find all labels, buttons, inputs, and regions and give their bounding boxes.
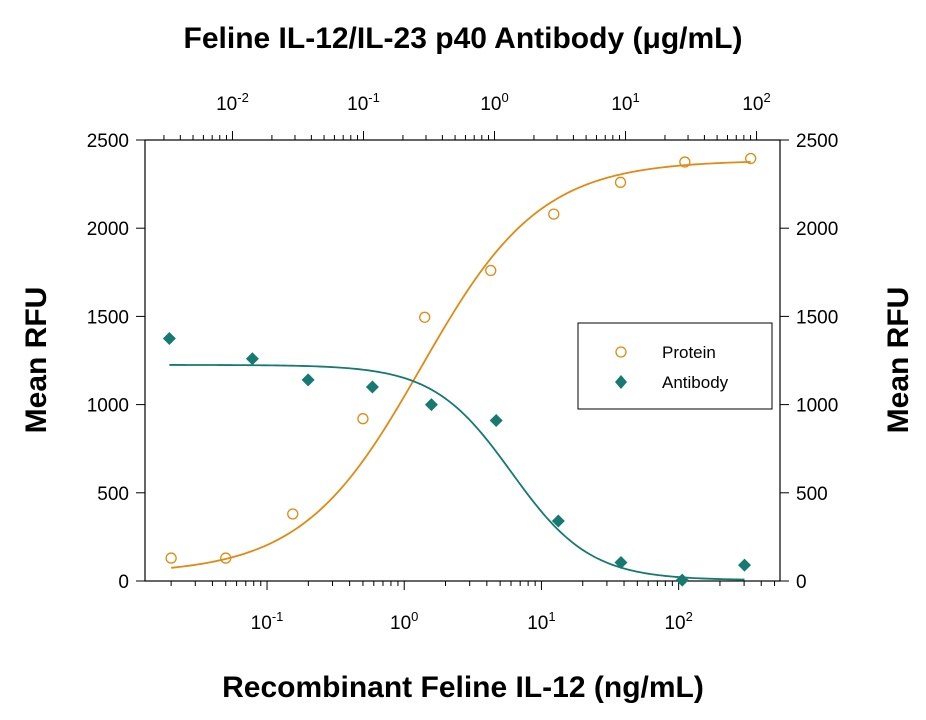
fit-curves	[169, 161, 751, 581]
y-tick-label-left: 1500	[87, 307, 129, 328]
y-tick-label-right: 1000	[796, 396, 838, 417]
fit-curve-protein	[171, 161, 751, 569]
fit-curve-antibody	[169, 364, 745, 581]
data-points	[162, 152, 757, 587]
point-antibody	[614, 555, 628, 569]
plot-frame	[144, 139, 781, 582]
y-tick-label-right: 2500	[796, 131, 838, 152]
legend-label-antibody: Antibody	[662, 373, 729, 392]
x2-tick-label: 102	[742, 90, 770, 115]
point-protein	[220, 552, 232, 564]
y-tick-label-right: 2000	[796, 219, 838, 240]
point-antibody	[301, 373, 315, 387]
y-tick-label-right: 1500	[796, 307, 838, 328]
point-antibody	[737, 558, 751, 572]
point-protein	[419, 311, 431, 323]
point-protein	[485, 264, 497, 277]
point-protein	[165, 552, 177, 564]
point-protein	[548, 208, 560, 220]
x2-tick-label: 100	[480, 90, 508, 115]
point-antibody	[365, 380, 379, 394]
legend-marker-antibody	[615, 375, 627, 389]
x-tick-label: 101	[527, 609, 555, 634]
x-tick-label: 10-1	[251, 609, 284, 634]
point-protein	[287, 508, 299, 520]
y-tick-label-left: 500	[97, 484, 129, 505]
x2-tick-label: 10-1	[347, 90, 380, 115]
x2-tick-label: 101	[611, 90, 639, 115]
x-axis-title: Recombinant Feline IL-12 (ng/mL)	[222, 671, 704, 704]
x-tick-label: 100	[390, 609, 418, 634]
point-antibody	[489, 413, 503, 427]
y-tick-label-left: 1000	[87, 396, 129, 417]
legend-marker-protein	[615, 346, 627, 358]
point-antibody	[162, 331, 176, 345]
y-tick-label-left: 0	[118, 572, 129, 593]
y-tick-label-right: 0	[796, 572, 807, 593]
legend-label-protein: Protein	[662, 343, 716, 362]
y-axis-title-left: Mean RFU	[20, 287, 53, 434]
y-tick-label-left: 2000	[87, 219, 129, 240]
point-antibody	[245, 352, 259, 366]
x-tick-label: 102	[664, 609, 692, 634]
chart-title: Feline IL-12/IL-23 p40 Antibody (μg/mL)	[184, 22, 743, 55]
y-tick-label-right: 500	[796, 484, 828, 505]
x2-tick-label: 10-2	[216, 90, 249, 115]
point-protein	[679, 156, 691, 168]
point-protein	[745, 152, 757, 165]
y-tick-label-left: 2500	[87, 131, 129, 152]
point-protein	[614, 176, 627, 188]
legend: Protein Antibody	[577, 322, 773, 410]
point-protein	[357, 413, 369, 425]
point-antibody	[675, 573, 689, 587]
legend-box	[577, 322, 773, 410]
y-axis-title-right: Mean RFU	[882, 287, 915, 434]
ticks-layer: 10-1 100 101 102 10-2 10-1 100 101 102 0 0 500 500 10…	[87, 90, 839, 634]
point-antibody	[551, 514, 565, 528]
point-antibody	[424, 398, 438, 412]
